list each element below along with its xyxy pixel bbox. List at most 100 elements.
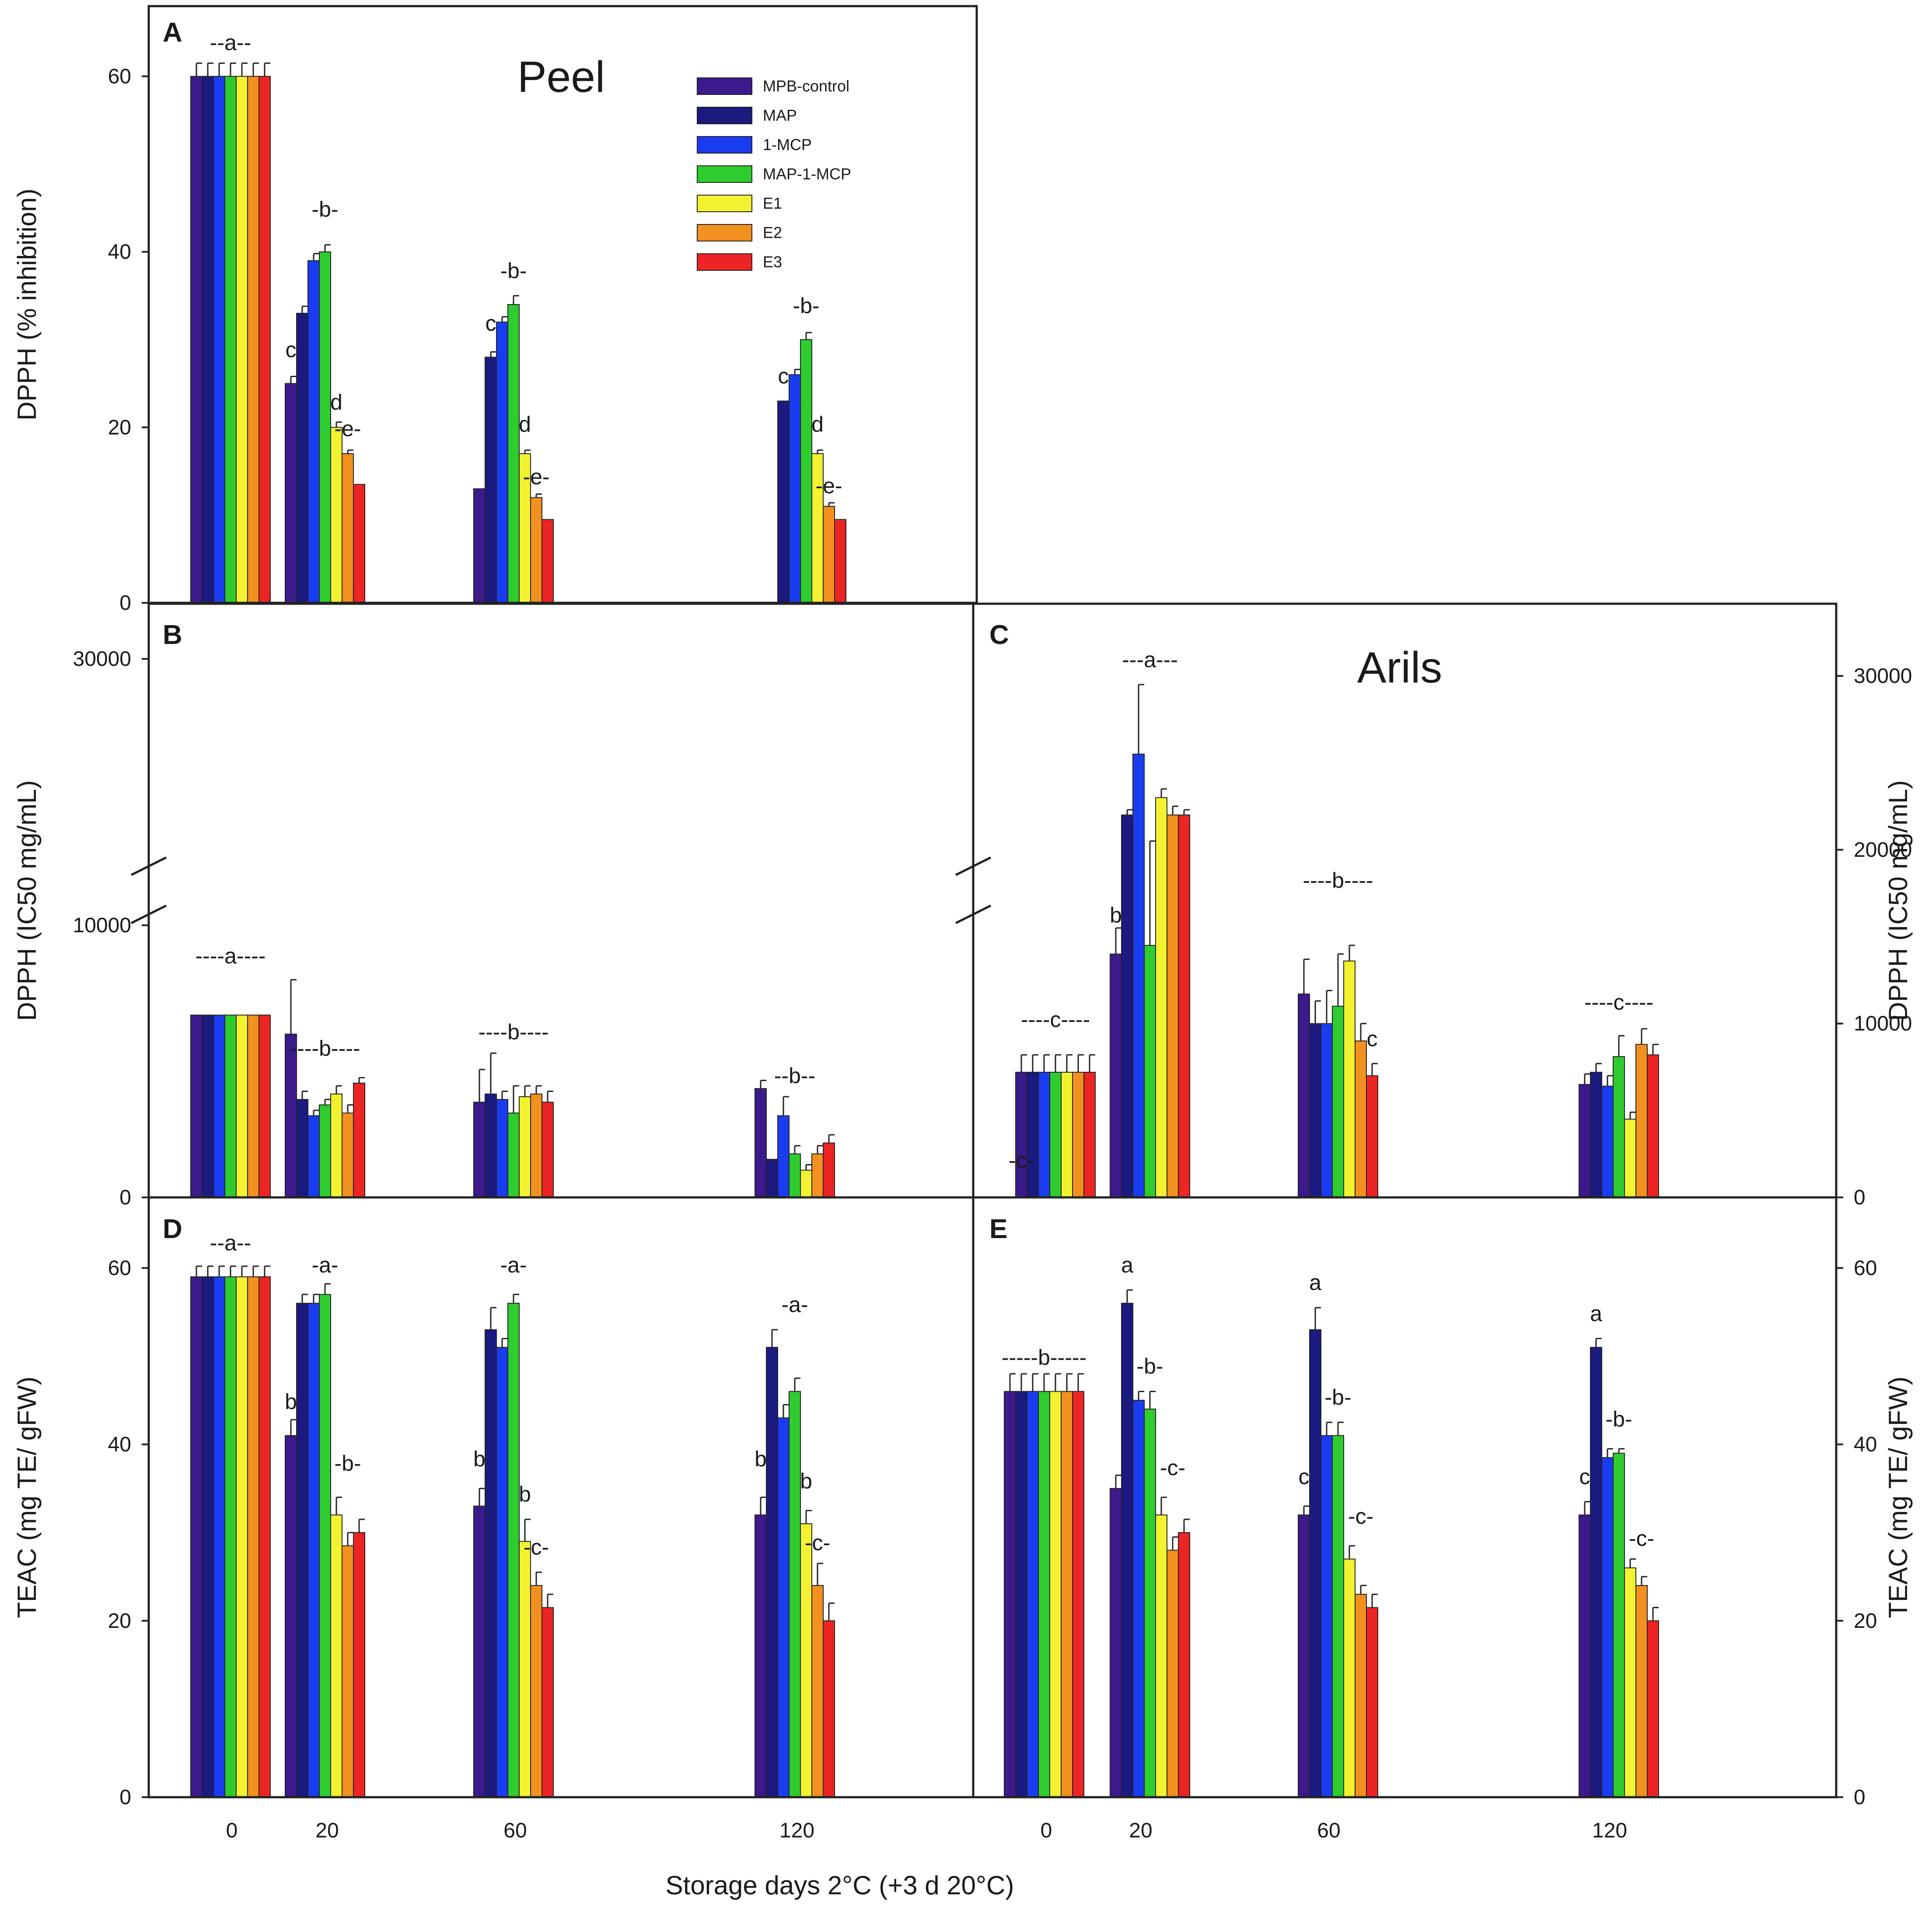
panel-letter: A bbox=[163, 17, 182, 48]
significance-letter: -c- bbox=[805, 1530, 830, 1555]
significance-letter: ---a--- bbox=[1122, 647, 1178, 672]
y-tick-label: 20 bbox=[1854, 1610, 1877, 1633]
bar-map-1-mcp-day-120 bbox=[789, 1153, 801, 1198]
bar-e2-day-60 bbox=[530, 1093, 542, 1198]
bar-mpb-control-day-120 bbox=[755, 1514, 767, 1798]
significance-letter: -c- bbox=[524, 1535, 549, 1560]
significance-letter: b bbox=[285, 1389, 297, 1414]
bar-e1-day-120 bbox=[1624, 1567, 1636, 1798]
significance-letter: -e- bbox=[815, 473, 842, 498]
y-tick-label: 20 bbox=[108, 1610, 131, 1633]
bar-e3-day-20 bbox=[353, 484, 365, 604]
significance-letter: -b- bbox=[334, 1451, 361, 1476]
panel-b-bars bbox=[190, 979, 835, 1198]
bar-e3-day-60 bbox=[1366, 1075, 1378, 1198]
panel-e-y-axis: 0 20 40 60 bbox=[1836, 1256, 1877, 1809]
bar-map-1-mcp-day-20 bbox=[1144, 945, 1156, 1198]
legend-swatch bbox=[697, 253, 752, 271]
y-tick-label: 0 bbox=[119, 1786, 131, 1809]
bar-e1-day-60 bbox=[519, 1541, 531, 1798]
bar-map-day-20 bbox=[1121, 1302, 1133, 1798]
significance-letter: c bbox=[486, 311, 496, 336]
panel-title: Arils bbox=[1357, 643, 1442, 692]
significance-letter: ----a---- bbox=[195, 944, 266, 968]
bar-map-day-60 bbox=[1309, 1329, 1321, 1798]
bar-1-mcp-day-20 bbox=[1132, 753, 1145, 1198]
bar-e1-day-0 bbox=[236, 1015, 248, 1198]
bar-1-mcp-day-120 bbox=[789, 374, 801, 603]
panel-b-y-axis: 0 10000 30000 bbox=[73, 647, 167, 1209]
bar-e1-day-120 bbox=[1624, 1119, 1636, 1198]
bar-mpb-control-day-0 bbox=[190, 1276, 203, 1798]
bar-map-day-20 bbox=[1121, 814, 1133, 1198]
significance-letter: -b- bbox=[500, 259, 527, 283]
bar-map-day-120 bbox=[766, 1347, 778, 1798]
bar-mpb-control-day-120 bbox=[1579, 1514, 1591, 1798]
panel-e-significance-letters: -----b----- a -b- -c-a c -b- -c-a c -b- -c- bbox=[1002, 1253, 1654, 1550]
significance-letter: b bbox=[519, 1482, 531, 1507]
legend: MPB-control MAP 1-MCP MAP-1-MCP E1 E2 E3 bbox=[697, 77, 851, 271]
bar-e1-day-60 bbox=[1343, 1558, 1356, 1798]
bar-map-day-0 bbox=[202, 1015, 214, 1198]
bar-e2-day-60 bbox=[530, 497, 542, 603]
x-axis-title: Storage days 2°C (+3 d 20°C) bbox=[666, 1871, 1014, 1900]
bar-e2-day-120 bbox=[823, 506, 835, 603]
bar-mpb-control-day-120 bbox=[755, 1088, 767, 1198]
y-tick-label: 10000 bbox=[73, 914, 131, 937]
legend-swatch bbox=[697, 107, 752, 124]
bar-mpb-control-day-60 bbox=[473, 1505, 486, 1798]
panel-letter: C bbox=[989, 620, 1009, 650]
y-tick-label: 60 bbox=[1854, 1256, 1877, 1280]
panel-d: 0 20 40 60 TEAC (mg TE/ gFW) D --a-- -a-b -b- -a-… bbox=[12, 1214, 835, 1809]
bar-1-mcp-day-120 bbox=[777, 1115, 790, 1198]
significance-letter: -a- bbox=[311, 1253, 338, 1277]
bar-map-day-60 bbox=[485, 357, 497, 603]
bar-e3-day-20 bbox=[1178, 814, 1190, 1198]
bar-e1-day-20 bbox=[1155, 1514, 1167, 1798]
panel-frames bbox=[147, 5, 1838, 1799]
bar-e3-day-120 bbox=[834, 519, 846, 603]
y-tick-label: 0 bbox=[119, 1186, 131, 1209]
bar-mpb-control-day-60 bbox=[473, 1102, 486, 1198]
bar-e1-day-0 bbox=[1049, 1391, 1062, 1798]
significance-letter: -c- bbox=[1348, 1504, 1373, 1529]
bar-e2-day-120 bbox=[811, 1585, 824, 1798]
panel-b-y-axis-title: DPPH (IC50 mg/mL) bbox=[12, 780, 42, 1021]
panel-e-y-axis-title: TEAC (mg TE/ gFW) bbox=[1883, 1376, 1913, 1618]
significance-letter: c bbox=[1367, 1026, 1378, 1051]
y-tick-label: 40 bbox=[108, 241, 131, 264]
bar-map-1-mcp-day-60 bbox=[507, 1302, 520, 1798]
bar-1-mcp-day-0 bbox=[1038, 1071, 1050, 1198]
y-tick-label: 0 bbox=[119, 591, 131, 615]
bar-1-mcp-day-60 bbox=[1321, 1435, 1333, 1798]
panel-a-significance-letters: --a---b-cd-e--b-cd-e--b-cd-e- bbox=[210, 30, 842, 498]
legend-entry-1-mcp: 1-MCP bbox=[763, 136, 812, 154]
significance-letter: -b- bbox=[1324, 1385, 1351, 1410]
right-column-frame bbox=[972, 602, 1838, 1799]
significance-letter: d bbox=[811, 412, 824, 437]
significance-letter: b bbox=[473, 1447, 486, 1471]
bar-map-1-mcp-day-0 bbox=[1038, 1391, 1050, 1798]
legend-entry-mpb-control: MPB-control bbox=[763, 77, 849, 95]
bar-e3-day-60 bbox=[542, 1102, 554, 1198]
legend-entry-e1: E1 bbox=[763, 194, 782, 212]
significance-letter: -e- bbox=[334, 416, 361, 441]
bar-map-1-mcp-day-60 bbox=[507, 1113, 520, 1198]
bar-map-1-mcp-day-60 bbox=[1332, 1435, 1344, 1798]
bar-1-mcp-day-120 bbox=[1601, 1085, 1614, 1198]
legend-entry-e2: E2 bbox=[763, 224, 782, 241]
y-tick-label: 40 bbox=[1854, 1433, 1877, 1456]
significance-letter: b bbox=[800, 1469, 812, 1493]
significance-letter: -b- bbox=[1136, 1354, 1163, 1379]
bar-map-day-0 bbox=[202, 76, 214, 603]
legend-entry-map-1-mcp: MAP-1-MCP bbox=[763, 165, 851, 183]
bar-mpb-control-day-20 bbox=[1110, 1488, 1122, 1798]
panel-d-y-axis: 0 20 40 60 bbox=[108, 1256, 149, 1809]
y-tick-label: 0 bbox=[1854, 1786, 1866, 1809]
x-tick-label-left: 60 bbox=[503, 1819, 527, 1842]
bar-e3-day-120 bbox=[1647, 1054, 1659, 1198]
bar-1-mcp-day-0 bbox=[213, 76, 225, 603]
significance-letter: ----c---- bbox=[1021, 1008, 1090, 1032]
bar-map-1-mcp-day-120 bbox=[1613, 1452, 1625, 1798]
